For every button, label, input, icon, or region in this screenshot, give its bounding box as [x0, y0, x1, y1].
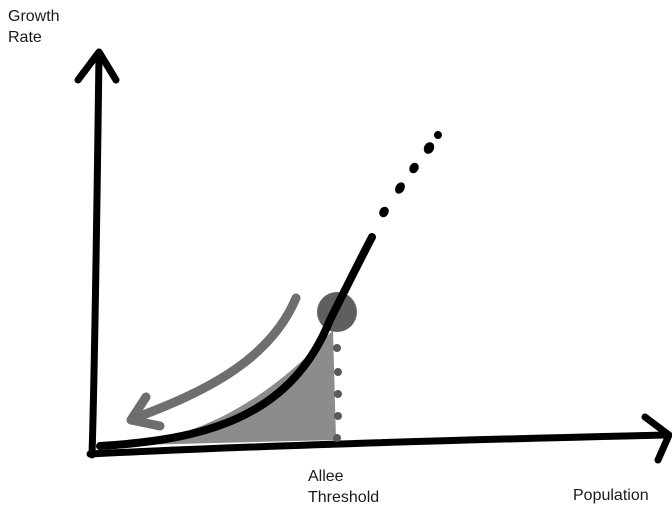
- y-axis-label: Growth Rate: [8, 6, 98, 48]
- x-axis-arrowhead: [641, 413, 672, 464]
- x-axis-line: [86, 431, 670, 458]
- below-threshold-shaded-region: [96, 330, 336, 446]
- x-axis-label: Population: [573, 487, 649, 504]
- y-axis-line: [88, 51, 103, 459]
- threshold-label-line-2: Threshold: [308, 489, 380, 506]
- y-axis-label-line-2: Rate: [8, 29, 42, 46]
- decline-arrow-line: [130, 293, 301, 423]
- decline-arrowhead: [126, 392, 165, 431]
- y-axis-label-line-1: Growth: [8, 8, 60, 25]
- allee-threshold-label: Allee Threshold: [308, 466, 418, 508]
- growth-curve: [96, 233, 376, 450]
- y-axis-arrowhead: [74, 48, 120, 84]
- threshold-label-line-1: Allee: [308, 468, 344, 485]
- growth-curve-dotted-extension: [379, 131, 442, 218]
- threshold-dotted-line: [333, 344, 342, 442]
